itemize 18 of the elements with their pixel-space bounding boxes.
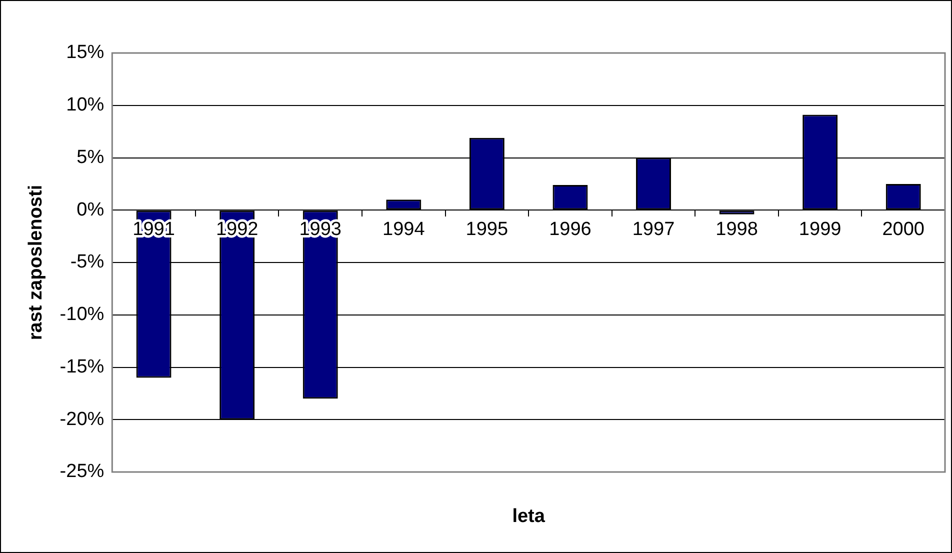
y-tick-label: -25% [60, 461, 104, 482]
x-tick-label: 2000 [882, 218, 924, 240]
y-tick-label: -20% [60, 408, 104, 430]
x-axis-title: leta [512, 506, 546, 527]
x-tick-label: 1994 [382, 218, 426, 240]
y-axis-title: rast zaposlenosti [26, 184, 47, 340]
y-tick-label: -5% [70, 252, 104, 273]
x-tick-label: 1996 [549, 218, 592, 240]
x-tick-label: 1999 [798, 218, 842, 240]
y-tick-label: 0% [76, 199, 104, 220]
x-tick-label: 1998 [716, 218, 758, 240]
y-tick-label: 15% [66, 42, 104, 64]
y-tick-label: -15% [60, 356, 104, 378]
y-tick-label: 10% [66, 94, 104, 116]
x-tick-label: 1997 [632, 218, 675, 240]
y-tick-label: -10% [60, 304, 104, 326]
y-tick-label: 5% [76, 146, 104, 168]
x-tick-label: 1995 [466, 218, 508, 240]
